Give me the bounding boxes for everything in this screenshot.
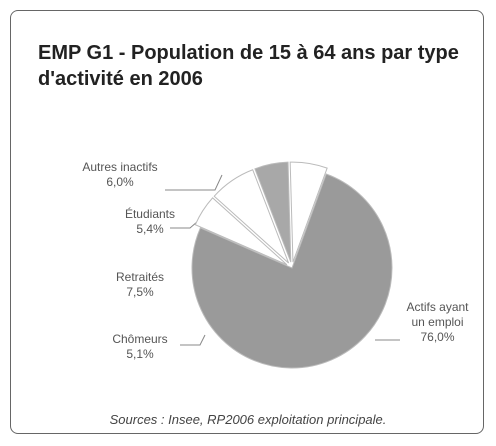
slice-value: 6,0% <box>106 175 134 189</box>
slice-label: Chômeurs 5,1% <box>100 332 180 362</box>
slice-name: Actifs ayant un emploi <box>406 300 469 329</box>
slice-value: 5,1% <box>126 347 154 361</box>
pie-slice <box>191 173 393 369</box>
leader-line <box>165 174 223 191</box>
pie-slice <box>194 197 288 266</box>
source-note: Sources : Insee, RP2006 exploitation pri… <box>109 412 387 427</box>
slice-name: Étudiants <box>124 207 176 221</box>
slice-label: Actifs ayant un emploi 76,0% <box>400 300 475 345</box>
slice-value: 7,5% <box>126 285 154 299</box>
pie-slice <box>254 161 292 263</box>
slice-label: Autres inactifs 6,0% <box>60 160 180 190</box>
pie-slice <box>289 161 328 263</box>
slice-name: Chômeurs <box>112 332 168 346</box>
leader-line <box>180 334 206 346</box>
slice-value: 76,0% <box>420 330 455 344</box>
slice-label: Étudiants 5,4% <box>110 207 190 237</box>
chart-title: EMP G1 - Population de 15 à 64 ans par t… <box>38 42 459 90</box>
chart-frame <box>10 10 484 434</box>
pie-slice <box>213 169 290 264</box>
slice-name: Retraités <box>115 270 165 284</box>
slice-label: Retraités 7,5% <box>100 270 180 300</box>
slice-name: Autres inactifs <box>82 160 158 174</box>
slice-value: 5,4% <box>136 222 164 236</box>
